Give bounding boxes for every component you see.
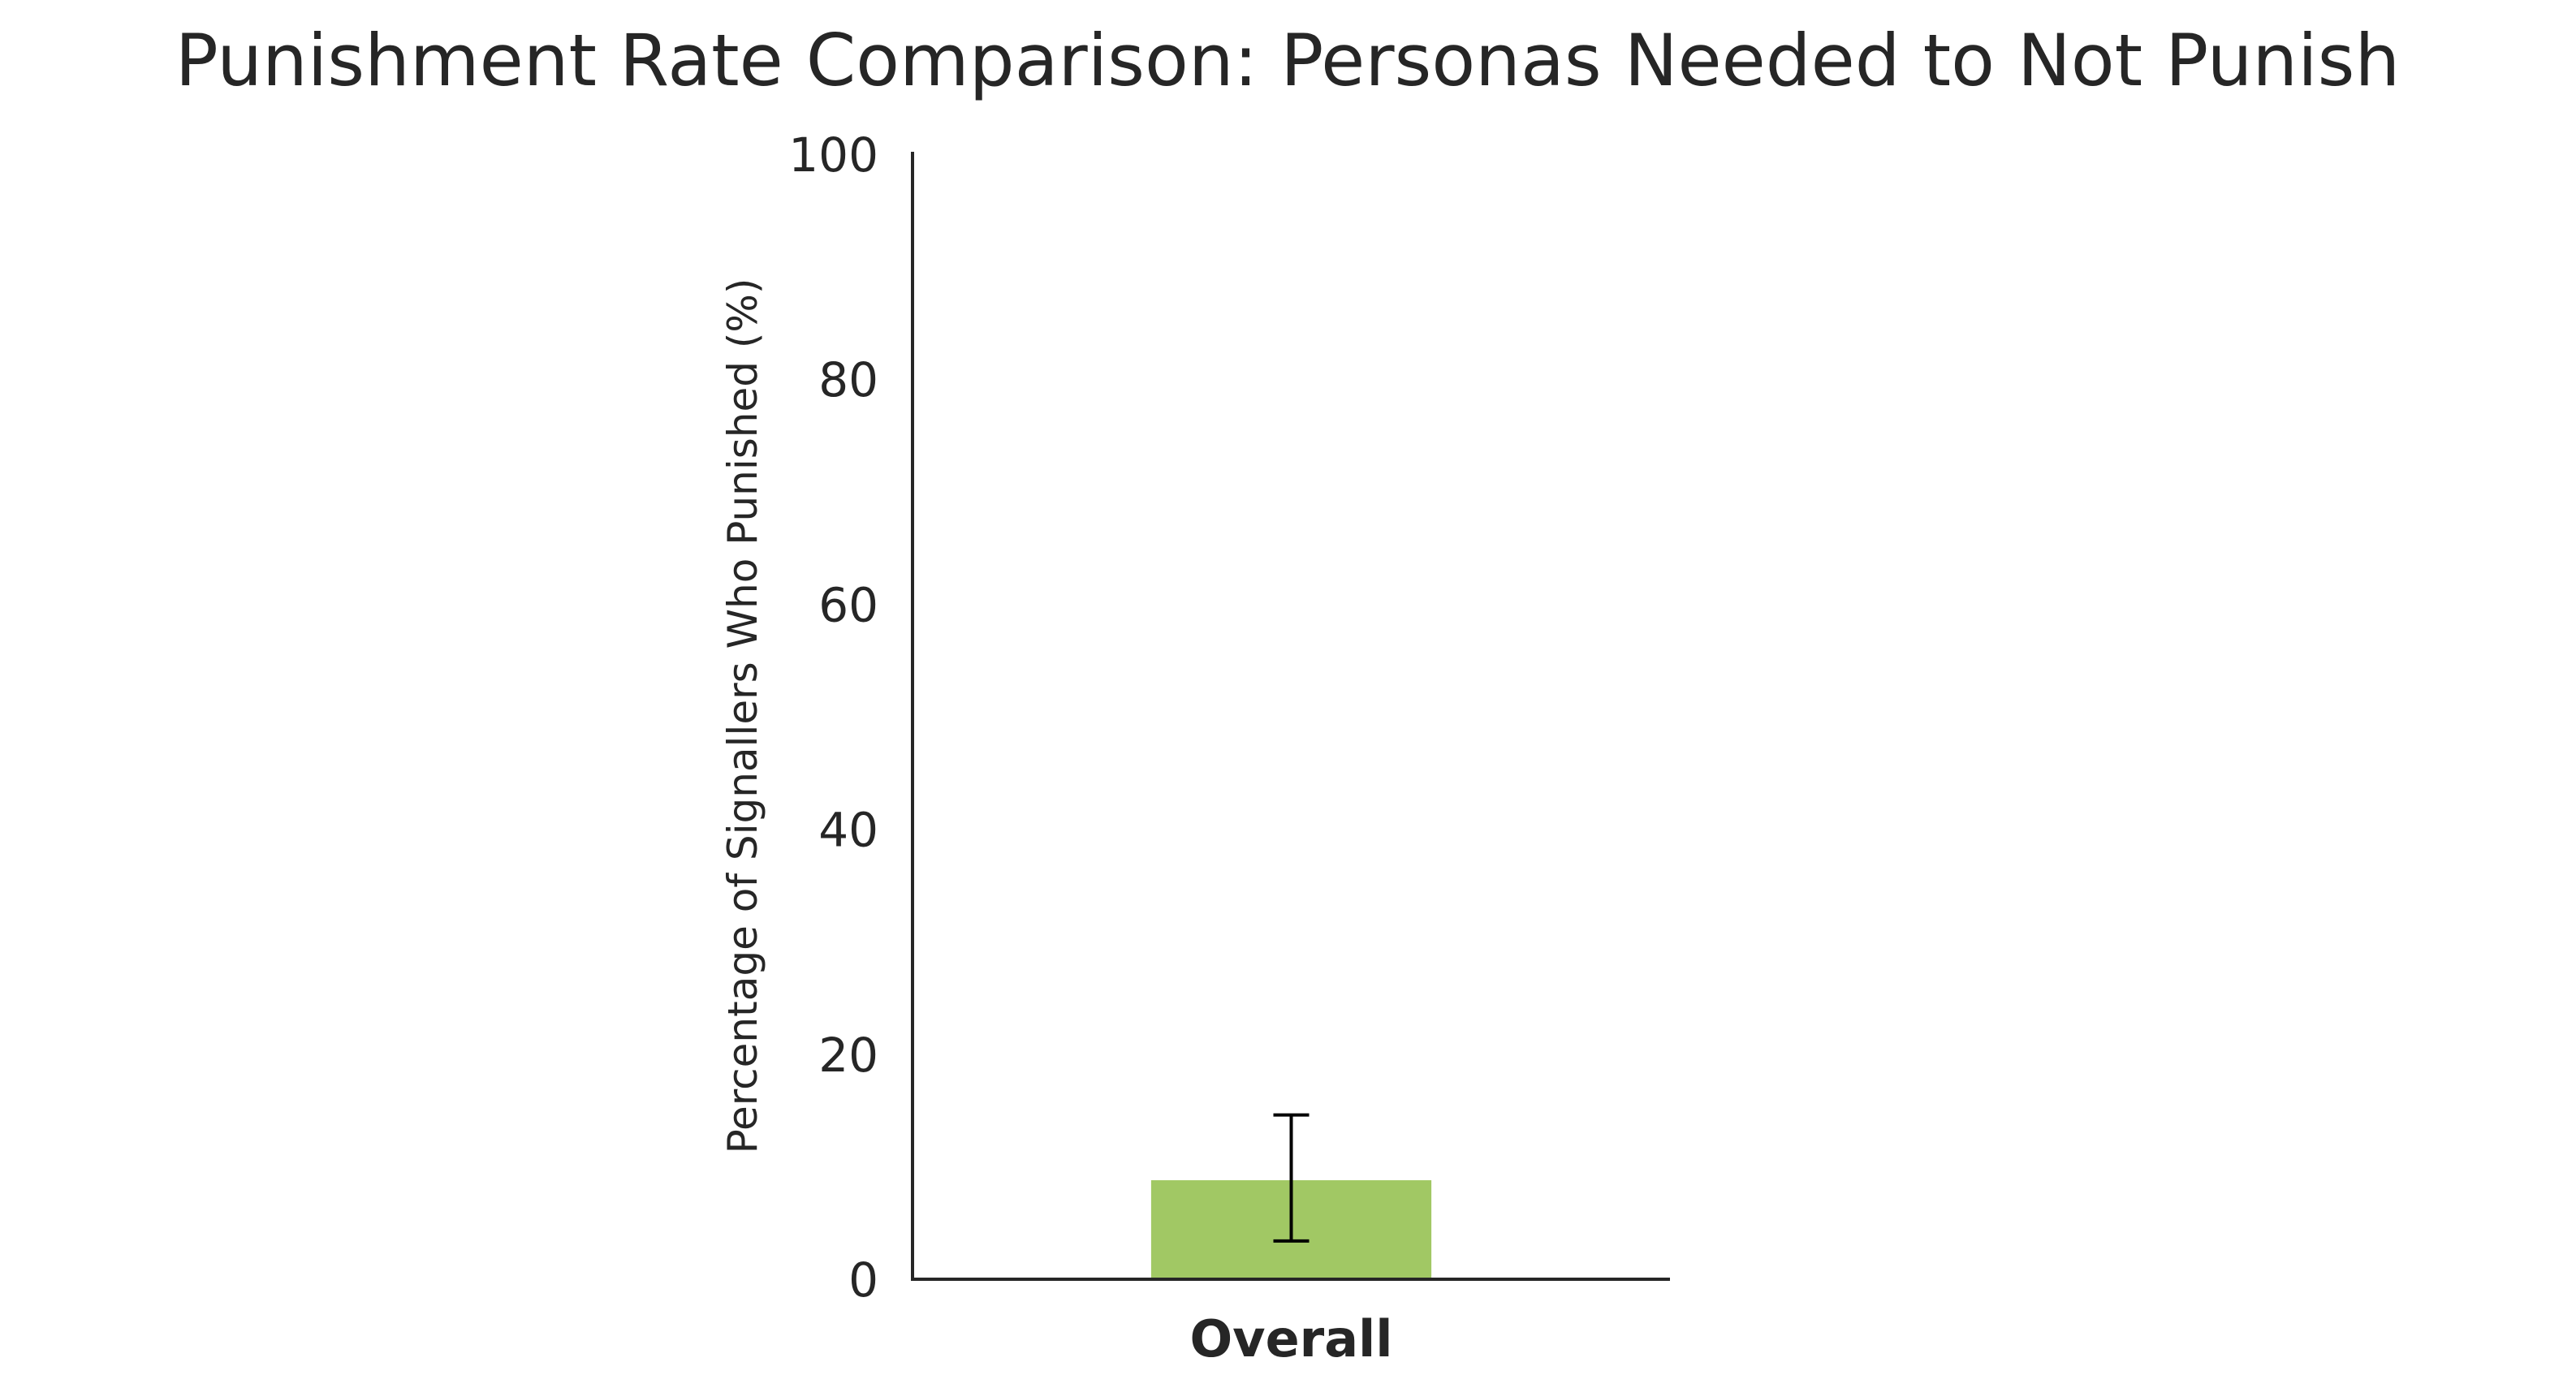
y-tick-label: 100 [788, 127, 878, 183]
x-axis-categories: Overall [1189, 1309, 1392, 1369]
y-tick-label: 80 [818, 352, 878, 407]
chart-title: Punishment Rate Comparison: Personas Nee… [175, 19, 2401, 102]
chart-axes [911, 152, 1670, 1281]
y-tick-label: 60 [818, 577, 878, 632]
y-tick-label: 40 [818, 803, 878, 858]
y-tick-label: 20 [818, 1028, 878, 1083]
y-axis-label: Percentage of Signallers Who Punished (%… [719, 278, 766, 1154]
chart-marks [1150, 1113, 1432, 1279]
y-tick-label: 0 [848, 1252, 878, 1308]
x-category-label: Overall [1189, 1309, 1392, 1369]
y-axis-ticks: 0 20 40 60 80 100 [788, 127, 878, 1308]
